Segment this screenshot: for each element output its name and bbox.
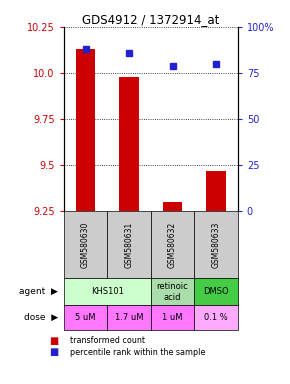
Title: GDS4912 / 1372914_at: GDS4912 / 1372914_at: [82, 13, 220, 26]
Text: ■: ■: [49, 336, 59, 346]
Text: DMSO: DMSO: [203, 287, 229, 296]
Bar: [206, 170, 226, 211]
Text: agent  ▶: agent ▶: [19, 287, 58, 296]
Bar: [163, 202, 182, 211]
Bar: [119, 77, 139, 211]
Text: 1 uM: 1 uM: [162, 313, 183, 322]
Text: 1.7 uM: 1.7 uM: [115, 313, 143, 322]
Text: KHS101: KHS101: [91, 287, 124, 296]
Text: ■: ■: [49, 347, 59, 357]
Bar: [76, 49, 95, 211]
Text: GSM580633: GSM580633: [211, 222, 221, 268]
Text: percentile rank within the sample: percentile rank within the sample: [70, 348, 205, 357]
Text: transformed count: transformed count: [70, 336, 145, 345]
Text: retinoic
acid: retinoic acid: [157, 282, 189, 301]
Text: GSM580630: GSM580630: [81, 222, 90, 268]
Text: GSM580632: GSM580632: [168, 222, 177, 268]
Text: 5 uM: 5 uM: [75, 313, 96, 322]
Text: 0.1 %: 0.1 %: [204, 313, 228, 322]
Text: dose  ▶: dose ▶: [24, 313, 58, 322]
Text: GSM580631: GSM580631: [124, 222, 134, 268]
